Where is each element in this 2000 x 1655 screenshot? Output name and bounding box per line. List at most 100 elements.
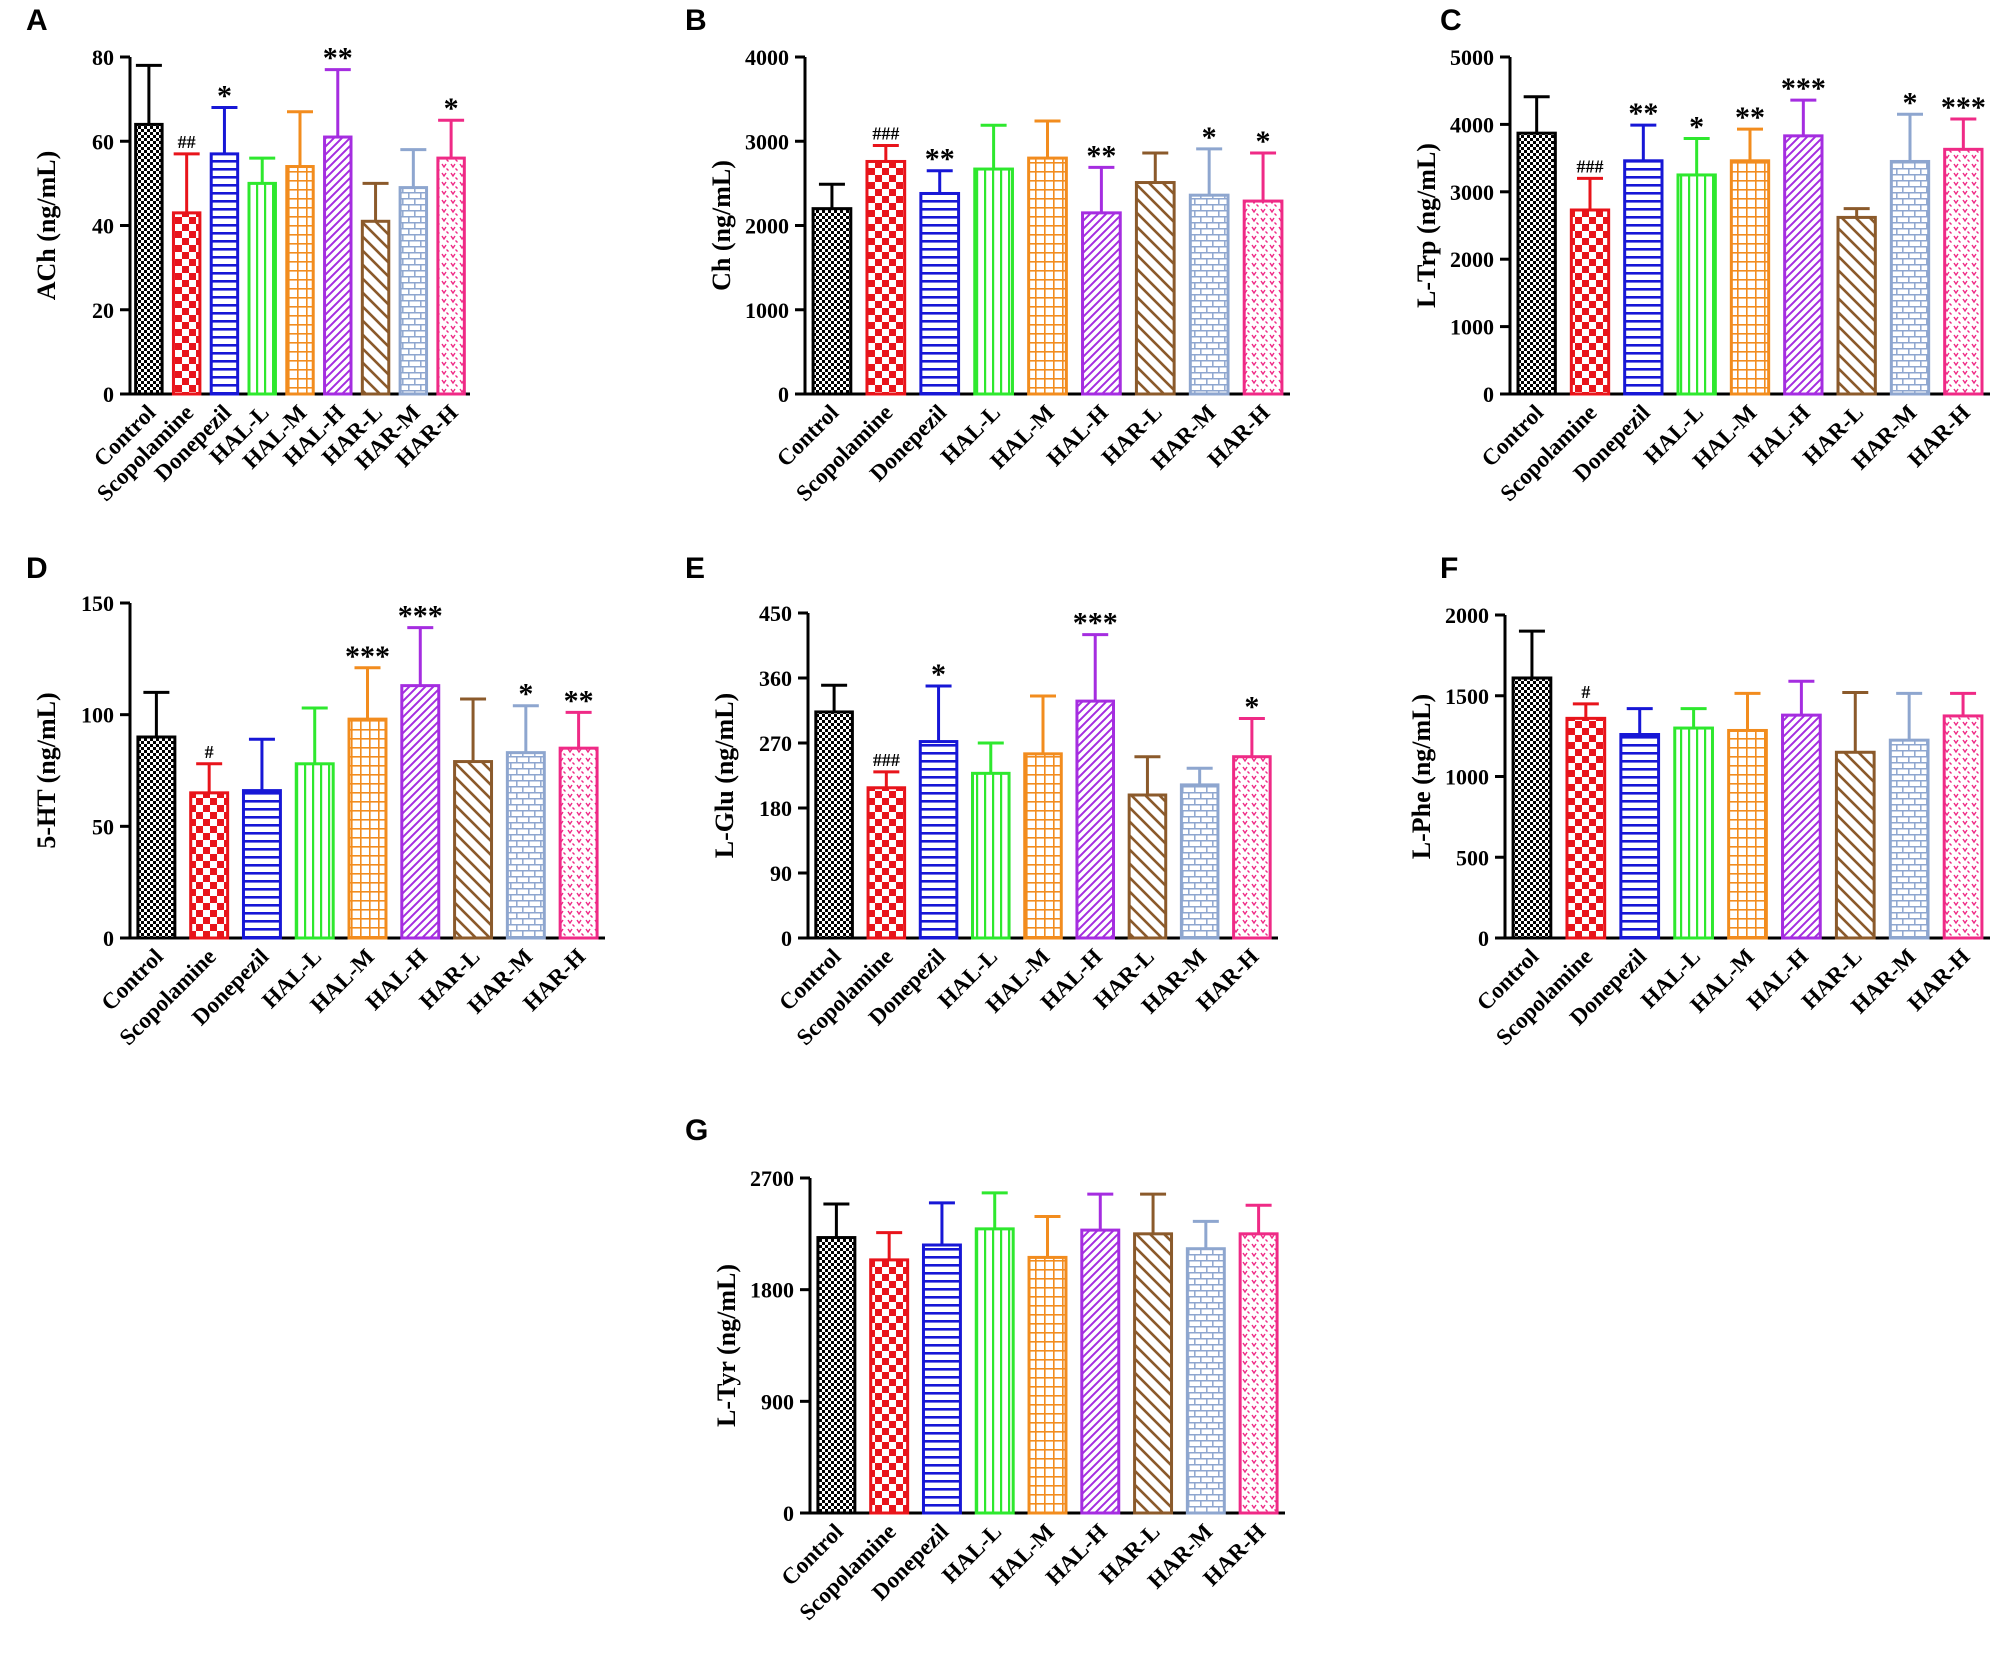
panel-b-bar-control bbox=[811, 207, 853, 396]
panel-b-letter: B bbox=[685, 4, 707, 37]
panel-b-bar-hal-l bbox=[973, 167, 1014, 396]
panel-e-ytick-label: 270 bbox=[759, 731, 792, 756]
panel-c-significance: * bbox=[1689, 111, 1704, 144]
panel-a-bar-hal-h bbox=[323, 135, 353, 396]
panel-b-ytick-label: 1000 bbox=[745, 298, 789, 323]
panel-a-significance: ## bbox=[178, 132, 196, 152]
panel-c-significance: *** bbox=[1941, 91, 1986, 124]
panel-g-bar-control bbox=[816, 1236, 857, 1515]
panel-g-ytick-label: 0 bbox=[783, 1501, 794, 1526]
panel-e-ylabel: L-Glu (ng/mL) bbox=[710, 693, 739, 858]
panel-e-significance: *** bbox=[1073, 607, 1118, 640]
panel-c-ytick-label: 5000 bbox=[1450, 45, 1494, 70]
panel-f-ytick-label: 500 bbox=[1456, 845, 1489, 870]
panel-b-bar-hal-m bbox=[1027, 156, 1068, 396]
panel-e-significance: ### bbox=[873, 750, 900, 770]
panel-b-ytick-label: 4000 bbox=[745, 45, 789, 70]
panel-f: FL-Phe (ng/mL)0500100015002000Control#Sc… bbox=[1407, 552, 1990, 1050]
panel-f-bar-donepezil bbox=[1619, 733, 1661, 940]
panel-b-significance: * bbox=[1256, 125, 1271, 158]
panel-d-bar-har-h bbox=[558, 746, 599, 940]
panel-a-ytick-label: 80 bbox=[92, 45, 114, 70]
panel-b-bar-donepezil bbox=[919, 191, 961, 396]
panel-c-significance: *** bbox=[1781, 72, 1826, 105]
panel-b-ytick-label: 0 bbox=[778, 382, 789, 407]
panel-g-bar-har-m bbox=[1185, 1247, 1226, 1515]
panel-f-bar-har-l bbox=[1834, 750, 1876, 940]
panel-d-significance: * bbox=[518, 678, 533, 711]
panel-b-bar-har-m bbox=[1188, 193, 1230, 396]
panel-b-significance: ### bbox=[872, 123, 899, 143]
panel-g-ytick-label: 900 bbox=[761, 1389, 794, 1414]
panel-b-significance: ** bbox=[1086, 139, 1116, 172]
panel-e-bar-hal-m bbox=[1023, 752, 1063, 940]
panel-f-letter: F bbox=[1440, 552, 1458, 585]
panel-d-ytick-label: 0 bbox=[103, 926, 114, 951]
panel-d-ytick-label: 100 bbox=[81, 703, 114, 728]
panel-f-ylabel: L-Phe (ng/mL) bbox=[1407, 694, 1436, 859]
panel-f-bar-hal-h bbox=[1781, 713, 1822, 940]
panel-g-bar-hal-m bbox=[1027, 1255, 1068, 1515]
panel-a-bar-scopolamine bbox=[171, 211, 202, 396]
panel-c-significance: ** bbox=[1628, 97, 1658, 130]
panel-e-bar-hal-h bbox=[1075, 699, 1116, 940]
panel-f-bar-har-m bbox=[1888, 738, 1930, 940]
panel-e-ytick-label: 360 bbox=[759, 666, 792, 691]
panel-e-bar-scopolamine bbox=[866, 786, 907, 940]
panel-b-significance: * bbox=[1202, 121, 1217, 154]
panel-c-ytick-label: 2000 bbox=[1450, 247, 1494, 272]
panel-b-bar-har-h bbox=[1242, 199, 1284, 396]
panel-b-significance: ** bbox=[925, 143, 955, 176]
panel-a-ylabel: ACh (ng/mL) bbox=[32, 151, 61, 301]
panel-d-bar-hal-h bbox=[400, 684, 441, 940]
panel-c-bar-scopolamine bbox=[1569, 208, 1611, 396]
panel-g-bar-scopolamine bbox=[869, 1258, 910, 1515]
panel-d-bar-donepezil bbox=[241, 789, 282, 940]
panel-d-ylabel: 5-HT (ng/mL) bbox=[32, 692, 61, 848]
panel-b-ytick-label: 3000 bbox=[745, 129, 789, 154]
panel-d-significance: *** bbox=[345, 640, 390, 673]
panel-d-bar-hal-l bbox=[294, 762, 335, 940]
panel-f-ytick-label: 2000 bbox=[1445, 603, 1489, 628]
panel-g-bar-har-l bbox=[1133, 1232, 1174, 1515]
panel-f-xtick-label: HAL-H bbox=[1742, 944, 1813, 1015]
panel-e-bar-control bbox=[814, 710, 854, 940]
panel-d-ytick-label: 150 bbox=[81, 591, 114, 616]
panel-e-ytick-label: 0 bbox=[781, 926, 792, 951]
panel-g-letter: G bbox=[685, 1114, 708, 1147]
panel-c-bar-hal-m bbox=[1729, 159, 1771, 396]
panel-a-bar-donepezil bbox=[209, 152, 240, 396]
panel-c-significance: ### bbox=[1577, 156, 1604, 176]
panel-b-bar-scopolamine bbox=[865, 159, 907, 396]
panel-d-significance: ** bbox=[564, 684, 594, 717]
panel-g-bar-har-h bbox=[1238, 1232, 1279, 1515]
panel-c-ytick-label: 0 bbox=[1483, 382, 1494, 407]
panel-e: EL-Glu (ng/mL)090180270360450Control###S… bbox=[685, 552, 1278, 1050]
panel-a-ytick-label: 60 bbox=[92, 129, 114, 154]
panel-g-ytick-label: 2700 bbox=[750, 1166, 794, 1191]
panel-a-bar-hal-l bbox=[247, 181, 277, 396]
panel-e-letter: E bbox=[685, 552, 705, 585]
panel-b-ylabel: Ch (ng/mL) bbox=[707, 160, 736, 291]
panel-g: GL-Tyr (ng/mL)090018002700ControlScopola… bbox=[685, 1114, 1285, 1625]
panel-a-bar-control bbox=[134, 122, 164, 396]
panel-b-bar-hal-h bbox=[1081, 211, 1122, 396]
panel-d: D5-HT (ng/mL)050100150Control#Scopolamin… bbox=[26, 552, 605, 1050]
panel-a-significance: * bbox=[217, 80, 232, 113]
panel-g-bar-donepezil bbox=[921, 1243, 962, 1515]
panel-f-bar-hal-l bbox=[1673, 726, 1714, 940]
panel-b-bar-har-l bbox=[1134, 181, 1176, 396]
panel-f-significance: # bbox=[1581, 682, 1590, 702]
panel-c-ytick-label: 3000 bbox=[1450, 180, 1494, 205]
panel-b: BCh (ng/mL)01000200030004000Control###Sc… bbox=[685, 4, 1290, 506]
panel-f-bar-scopolamine bbox=[1565, 716, 1607, 940]
panel-c-letter: C bbox=[1440, 4, 1462, 37]
panel-c-bar-har-h bbox=[1943, 147, 1984, 396]
panel-c-ytick-label: 1000 bbox=[1450, 315, 1494, 340]
panel-a-significance: * bbox=[444, 92, 459, 125]
panel-c-bar-har-m bbox=[1889, 159, 1931, 396]
panel-c-ylabel: L-Trp (ng/mL) bbox=[1412, 143, 1441, 308]
panel-d-significance: *** bbox=[398, 600, 443, 633]
